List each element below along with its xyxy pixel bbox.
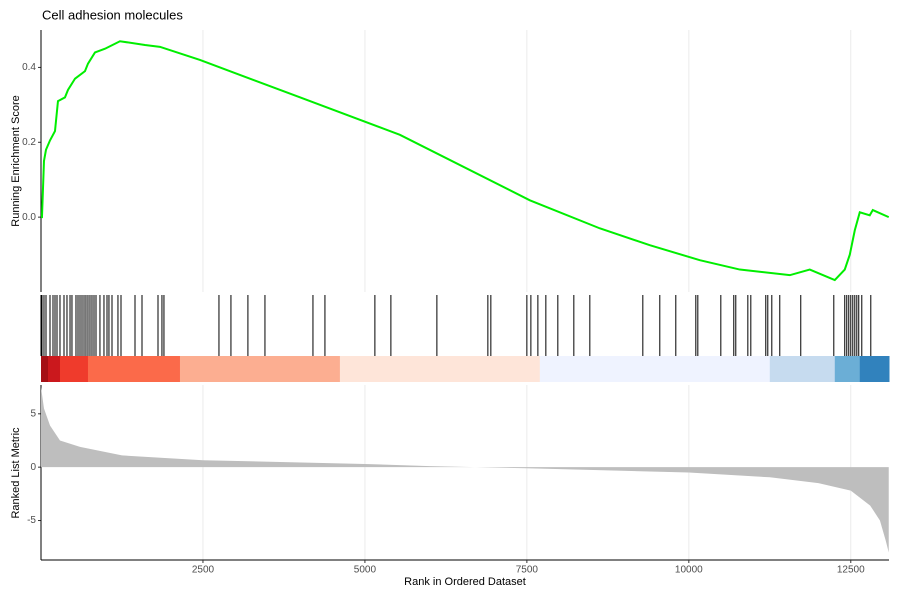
rank-band bbox=[859, 356, 890, 382]
rank-band bbox=[47, 356, 61, 382]
enrichment-line bbox=[40, 40, 890, 282]
rank-band bbox=[59, 356, 89, 382]
rank-band bbox=[87, 356, 181, 382]
y-axis-title: Running Enrichment Score bbox=[10, 95, 22, 226]
y-tick-label: 0.2 bbox=[22, 137, 36, 148]
x-axis-title: Rank in Ordered Dataset bbox=[404, 576, 526, 588]
y-tick-label: 0.0 bbox=[22, 212, 36, 223]
x-tick-label: 2500 bbox=[192, 565, 215, 576]
y-axis-title: Ranked List Metric bbox=[10, 427, 22, 519]
rank-band bbox=[834, 356, 861, 382]
metric-area bbox=[41, 387, 889, 553]
chart-title: Cell adhesion molecules bbox=[42, 7, 183, 22]
x-tick-label: 10000 bbox=[675, 565, 703, 576]
rank-band bbox=[179, 356, 341, 382]
rank-band bbox=[769, 356, 836, 382]
rank-band bbox=[339, 356, 541, 382]
x-tick-label: 5000 bbox=[354, 565, 377, 576]
x-tick-label: 7500 bbox=[516, 565, 539, 576]
y-tick-label: -5 bbox=[27, 515, 36, 526]
rank-band bbox=[41, 356, 49, 382]
y-tick-label: 5 bbox=[30, 408, 36, 419]
y-tick-label: 0.4 bbox=[22, 62, 36, 73]
x-tick-label: 12500 bbox=[837, 565, 865, 576]
y-tick-label: 0 bbox=[30, 462, 36, 473]
rank-band bbox=[539, 356, 771, 382]
